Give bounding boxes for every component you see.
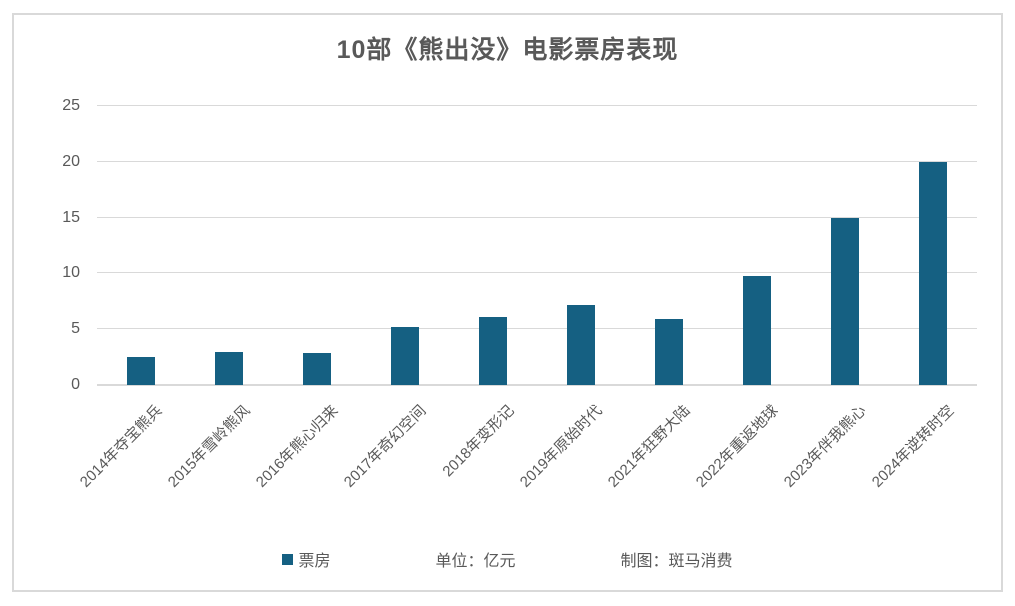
- y-tick-label: 5: [71, 320, 80, 338]
- x-category-label: 2022年重返地球: [692, 402, 782, 491]
- bar: [479, 317, 507, 385]
- bar: [215, 352, 243, 385]
- plot-area: [97, 105, 977, 386]
- bar: [919, 161, 947, 385]
- bar: [831, 218, 859, 385]
- bar: [127, 357, 155, 385]
- bar: [567, 304, 595, 385]
- x-category-label: 2023年伴我熊心: [780, 402, 870, 491]
- x-category-label: 2017年奇幻空间: [340, 402, 430, 491]
- x-category-label: 2019年原始时代: [516, 402, 606, 491]
- legend-item-series: 票房: [282, 547, 330, 571]
- x-category-label: 2018年变形记: [439, 402, 518, 481]
- legend-unit-label: 单位：亿元: [435, 553, 516, 570]
- x-category-label: 2015年雪岭熊风: [164, 402, 254, 491]
- y-tick-label: 10: [62, 264, 80, 282]
- x-axis-labels: 2014年夺宝熊兵 2015年雪岭熊风 2016年熊心归来 2017年奇幻空间 2018…: [76, 396, 977, 536]
- x-category-label: 2016年熊心归来: [252, 402, 342, 491]
- gridline: [97, 105, 977, 106]
- y-tick-label: 25: [62, 97, 80, 114]
- legend-credit-label: 制图：斑马消费: [620, 553, 733, 570]
- x-category-label: 2024年逆转时空: [868, 402, 958, 491]
- x-category-label: 2021年狂野大陆: [604, 402, 694, 491]
- bar: [391, 326, 419, 385]
- y-tick-label: 15: [62, 208, 80, 226]
- gridline: [97, 160, 977, 162]
- y-tick-label: 20: [62, 152, 80, 170]
- bar: [655, 318, 683, 385]
- legend-series-label: 票房: [298, 553, 331, 570]
- gridline: [97, 216, 977, 218]
- chart-title: 10部《熊出没》电影票房表现: [336, 36, 679, 64]
- y-axis: 0 5 10 15 20 25: [30, 97, 80, 393]
- x-axis-line: [97, 384, 977, 386]
- gridline: [97, 272, 977, 274]
- legend-square-marker-icon: [282, 553, 294, 565]
- gridline: [97, 328, 977, 330]
- legend: 票房 单位：亿元 制图：斑马消费: [0, 547, 1015, 571]
- bar: [303, 352, 331, 385]
- bar: [743, 275, 771, 385]
- y-tick-label: 0: [71, 376, 80, 393]
